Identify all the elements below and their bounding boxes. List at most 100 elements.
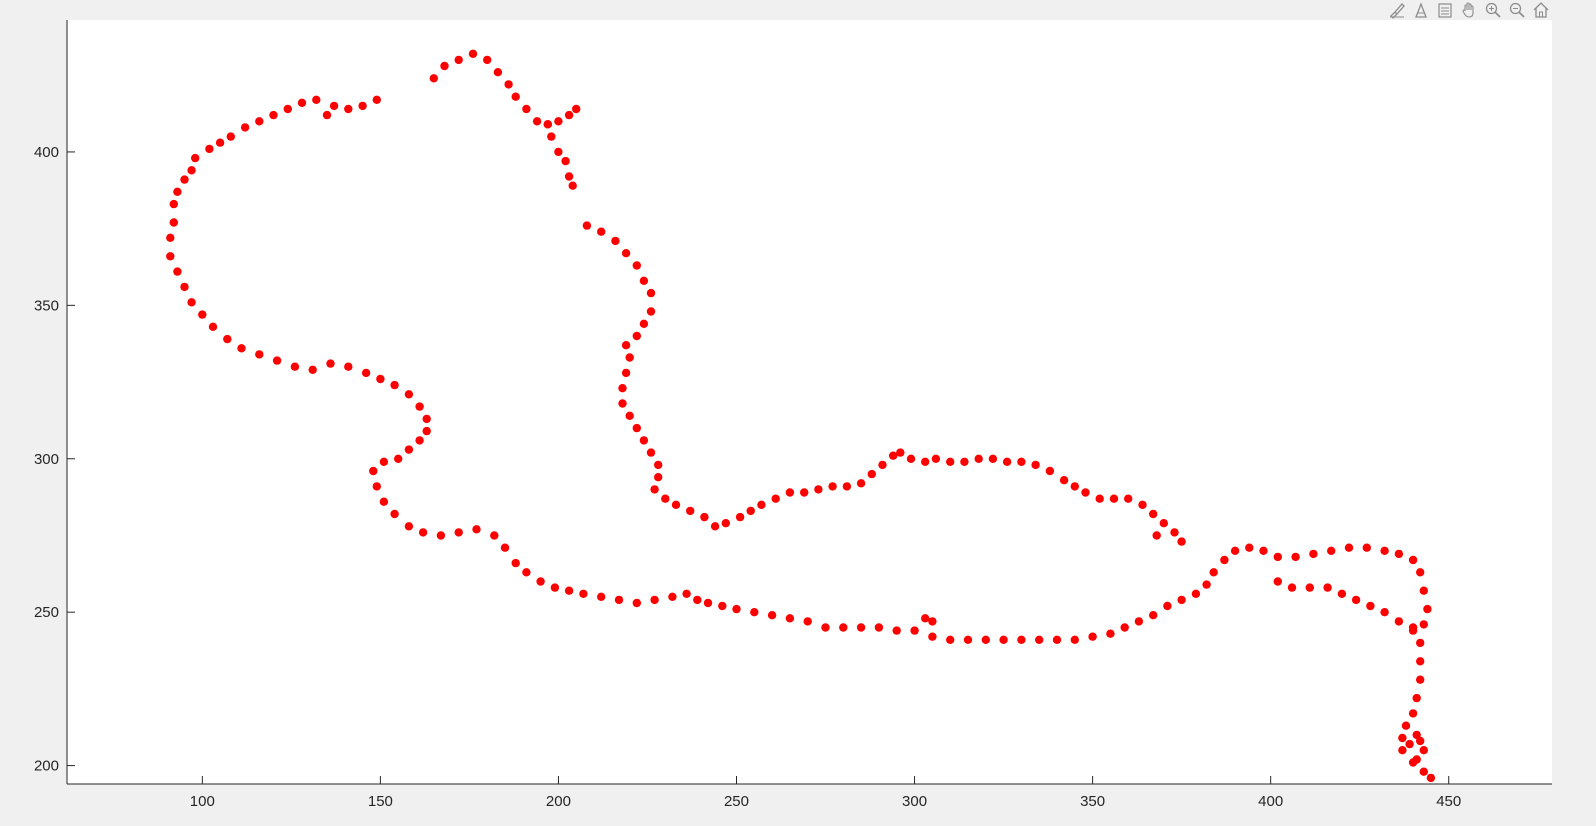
data-point	[472, 525, 481, 534]
data-point	[1380, 608, 1389, 617]
data-point	[568, 181, 577, 190]
axes-background	[67, 20, 1552, 784]
data-point	[547, 132, 556, 141]
data-point	[1398, 746, 1407, 755]
data-point	[632, 261, 641, 270]
data-point	[237, 344, 246, 353]
data-point	[621, 249, 631, 258]
data-point	[269, 110, 278, 120]
data-point	[650, 485, 659, 494]
data-point	[490, 531, 499, 540]
data-point	[892, 626, 901, 635]
data-point	[390, 509, 399, 519]
data-point	[621, 341, 631, 350]
data-point	[632, 331, 641, 341]
data-point	[1109, 494, 1119, 503]
data-point	[946, 457, 955, 466]
data-point	[1152, 531, 1161, 540]
data-point	[191, 153, 200, 163]
data-point	[1170, 528, 1179, 537]
data-point	[1088, 632, 1097, 641]
data-point	[1344, 543, 1354, 552]
data-point	[639, 436, 649, 445]
data-point	[187, 298, 196, 307]
data-point	[960, 457, 969, 466]
data-point	[422, 414, 431, 424]
data-point	[180, 282, 189, 292]
data-point	[361, 368, 371, 378]
data-point	[329, 101, 339, 111]
data-point	[223, 334, 232, 344]
data-point	[597, 227, 606, 236]
data-point	[1095, 494, 1104, 503]
data-tips-icon[interactable]	[1410, 0, 1432, 20]
data-point	[800, 488, 809, 497]
data-point	[632, 598, 641, 608]
data-point	[999, 635, 1008, 644]
data-point	[255, 117, 264, 126]
home-icon[interactable]	[1530, 0, 1552, 20]
data-point	[1366, 601, 1375, 611]
data-point	[226, 132, 235, 141]
data-point	[878, 460, 887, 470]
data-point	[1163, 601, 1172, 611]
data-point	[376, 374, 385, 384]
data-point	[404, 522, 414, 531]
data-point	[198, 310, 207, 319]
data-point	[564, 110, 574, 120]
data-point	[614, 595, 624, 605]
data-point	[710, 522, 720, 531]
data-point	[1416, 736, 1425, 746]
data-point	[1202, 580, 1211, 589]
data-point	[308, 365, 317, 374]
data-point	[215, 138, 225, 147]
data-point	[240, 123, 250, 132]
data-point	[344, 104, 353, 114]
data-point	[867, 469, 876, 479]
data-point	[1138, 500, 1147, 509]
data-point	[1327, 546, 1336, 555]
x-axis-ticks: 100 150 200 250 300 350 400 450	[190, 776, 1461, 810]
data-point	[522, 104, 531, 114]
x-tick-label: 150	[368, 793, 393, 810]
data-point	[1291, 552, 1300, 562]
data-point	[639, 319, 649, 328]
y-tick-label: 300	[34, 451, 59, 468]
data-point	[1419, 620, 1429, 629]
brush-icon[interactable]	[1386, 0, 1408, 20]
data-point	[1323, 583, 1332, 592]
data-point	[1124, 494, 1133, 503]
data-point	[1209, 568, 1218, 577]
data-point	[1405, 739, 1414, 749]
data-point	[415, 436, 424, 445]
y-axis-ticks: 200 250 300 350 400	[34, 144, 75, 775]
data-point	[646, 448, 656, 457]
data-point	[390, 380, 399, 390]
x-tick-label: 400	[1258, 793, 1283, 810]
data-point	[561, 156, 570, 166]
data-point	[1426, 773, 1436, 783]
data-point	[1337, 589, 1347, 598]
pan-icon[interactable]	[1458, 0, 1480, 20]
data-point	[169, 218, 178, 227]
data-point	[208, 322, 218, 331]
data-point	[511, 558, 520, 568]
data-point	[703, 598, 713, 608]
data-point	[750, 608, 759, 617]
data-point	[572, 104, 581, 114]
data-point	[344, 362, 353, 371]
legend-icon[interactable]	[1434, 0, 1456, 20]
data-point	[1287, 583, 1297, 592]
data-point	[1273, 577, 1283, 586]
data-point	[839, 623, 848, 632]
data-point	[1351, 595, 1361, 605]
zoom-in-icon[interactable]	[1482, 0, 1504, 20]
data-point	[963, 635, 973, 644]
data-point	[255, 350, 264, 359]
zoom-out-icon[interactable]	[1506, 0, 1528, 20]
data-point	[483, 55, 492, 65]
data-point	[611, 236, 620, 246]
data-point	[554, 147, 563, 157]
data-point	[564, 586, 574, 595]
data-point	[785, 614, 795, 623]
